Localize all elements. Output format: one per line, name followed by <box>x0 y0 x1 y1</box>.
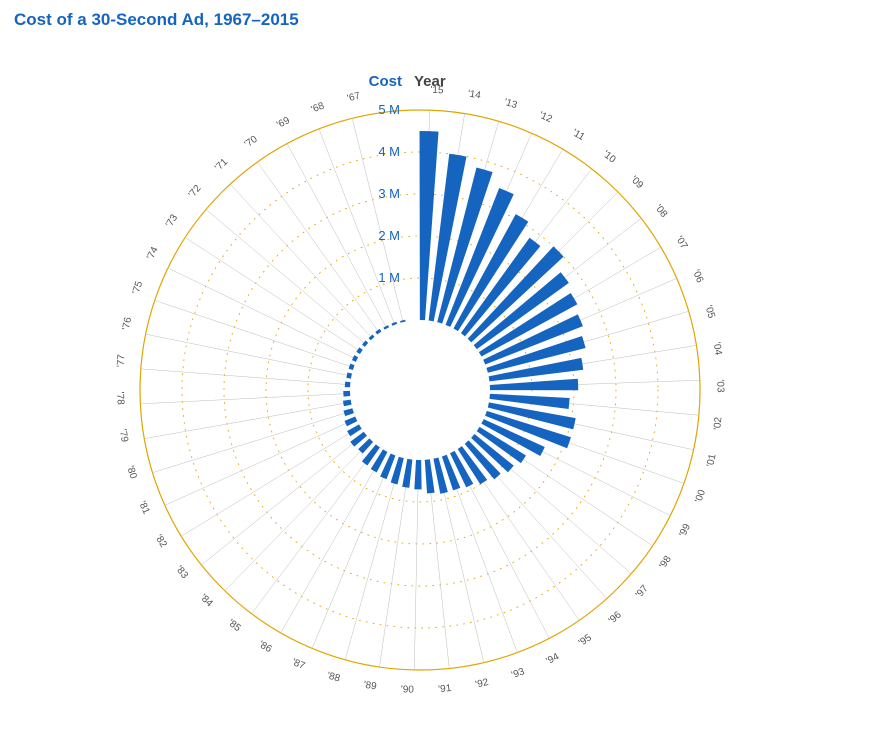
year-label: '86 <box>257 639 274 655</box>
bar <box>349 364 355 370</box>
spoke <box>201 434 365 565</box>
year-label: '98 <box>657 554 674 571</box>
spoke <box>206 209 366 344</box>
year-label: '99 <box>677 522 693 539</box>
year-label: '91 <box>438 683 453 695</box>
spoke <box>287 144 387 329</box>
year-label: '82 <box>153 533 169 550</box>
spoke <box>144 402 351 438</box>
bar <box>402 459 412 488</box>
year-label: '95 <box>577 632 594 649</box>
year-label: '01 <box>705 453 719 469</box>
year-label: '10 <box>601 149 618 166</box>
spoke <box>141 369 350 385</box>
bar <box>356 347 362 354</box>
bar <box>343 408 353 416</box>
radial-tick-label: 5 M <box>378 102 400 117</box>
bar <box>391 322 397 326</box>
spoke <box>146 334 352 376</box>
year-label: '92 <box>474 677 490 691</box>
spoke <box>312 455 393 649</box>
spoke <box>251 446 377 614</box>
year-label: '08 <box>652 203 669 220</box>
year-label: '06 <box>690 268 705 285</box>
year-label: '09 <box>628 174 645 191</box>
bar <box>425 459 435 493</box>
year-label: '76 <box>121 316 134 331</box>
bar <box>490 379 578 391</box>
spoke <box>152 411 353 473</box>
radial-tick-label: 3 M <box>378 186 400 201</box>
year-label: '11 <box>570 127 587 143</box>
year-label: '13 <box>503 97 519 111</box>
bar <box>343 391 350 397</box>
bar <box>346 372 352 378</box>
radial-tick-label: 2 M <box>378 228 400 243</box>
spoke <box>140 393 350 403</box>
spoke <box>230 184 372 338</box>
year-label: '05 <box>702 304 716 320</box>
bar <box>375 329 381 335</box>
year-label: '00 <box>693 488 708 504</box>
axis-label-year: Year <box>414 73 446 90</box>
year-label: '75 <box>131 280 146 296</box>
year-label: '07 <box>673 234 689 251</box>
year-label: '78 <box>114 392 126 406</box>
bar <box>489 358 584 382</box>
spoke <box>168 268 357 360</box>
year-label: '67 <box>346 90 362 104</box>
spoke <box>165 419 356 506</box>
year-label: '96 <box>607 609 624 626</box>
year-label: '71 <box>213 156 230 173</box>
year-label: '84 <box>198 592 215 609</box>
radial-tick-label: 4 M <box>378 144 400 159</box>
year-label: '14 <box>467 89 482 102</box>
year-label: '89 <box>363 680 378 693</box>
spoke <box>414 460 418 670</box>
spoke <box>225 440 371 591</box>
bar <box>414 460 421 490</box>
spoke <box>181 427 360 537</box>
year-label: '77 <box>116 353 128 367</box>
year-label: '02 <box>712 416 724 430</box>
spoke <box>155 300 354 367</box>
year-label: '93 <box>510 666 526 681</box>
radial-tick-label: 1 M <box>378 270 400 285</box>
year-label: '87 <box>290 657 307 672</box>
year-label: '74 <box>145 245 161 262</box>
bar <box>343 400 352 407</box>
bar <box>345 416 358 426</box>
bar <box>352 355 358 362</box>
bar <box>383 325 389 330</box>
radial-bar-chart: '15'14'13'12'11'10'09'08'07'06'05'04'03'… <box>0 0 881 733</box>
year-label: '69 <box>275 115 292 131</box>
year-label: '94 <box>544 651 561 667</box>
chart-title: Cost of a 30-Second Ad, 1967–2015 <box>14 10 299 30</box>
bar <box>362 340 368 346</box>
year-label: '81 <box>136 500 152 517</box>
spoke <box>379 459 409 667</box>
bar <box>345 382 351 388</box>
year-label: '70 <box>243 134 260 151</box>
year-label: '72 <box>187 183 204 200</box>
year-label: '80 <box>124 464 138 480</box>
year-label: '83 <box>173 564 190 581</box>
year-label: '73 <box>164 212 181 229</box>
year-label: '88 <box>326 670 342 684</box>
year-label: '90 <box>401 684 415 695</box>
year-label: '12 <box>537 110 554 125</box>
year-label: '97 <box>634 583 651 600</box>
axis-label-cost: Cost <box>369 73 402 90</box>
spoke <box>345 457 401 659</box>
year-label: '04 <box>711 341 724 356</box>
year-label: '85 <box>226 617 243 634</box>
spoke <box>185 238 361 352</box>
year-label: '03 <box>714 379 725 393</box>
year-label: '79 <box>117 428 130 443</box>
year-label: '68 <box>310 100 327 115</box>
bar <box>347 424 362 436</box>
